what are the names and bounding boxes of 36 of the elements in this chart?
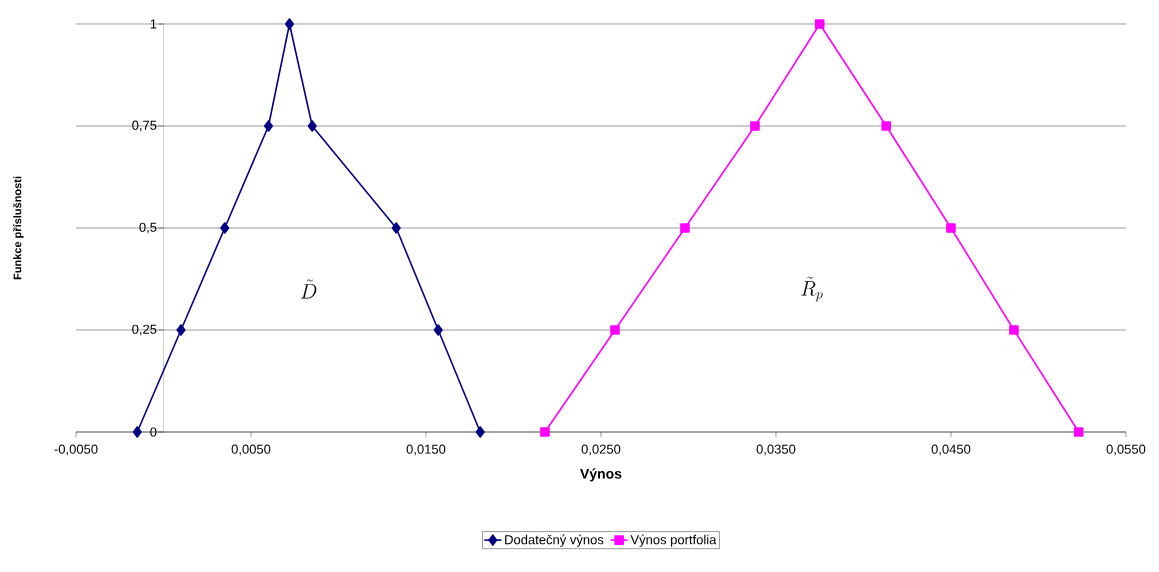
point xyxy=(881,121,891,131)
x-tick-label: 0,0350 xyxy=(756,444,796,456)
x-tick-label: -0,0050 xyxy=(54,444,98,456)
point xyxy=(284,18,295,30)
x-tick-label: 0,0450 xyxy=(931,444,971,456)
point xyxy=(1009,325,1019,335)
y-tick-label: 0 xyxy=(150,427,157,437)
x-tick-label: 0,0550 xyxy=(1106,444,1146,456)
x-tick-label: 0,0050 xyxy=(231,444,271,456)
y-tick-label: 1 xyxy=(150,19,157,29)
y-axis-title: Funkce příslušnosti xyxy=(13,176,24,280)
point xyxy=(176,324,186,336)
point xyxy=(1073,427,1084,437)
point xyxy=(391,222,401,234)
annotation: $\tilde{D}$ xyxy=(301,279,317,299)
point xyxy=(263,120,274,132)
point xyxy=(946,223,956,233)
point xyxy=(475,426,485,438)
x-tick-label: 0,0250 xyxy=(581,444,621,456)
point xyxy=(307,120,317,132)
x-tick-label: 0,0150 xyxy=(406,444,446,456)
y-tick-label: 0,5 xyxy=(139,222,157,234)
annotation: $\tilde{R}_p$ xyxy=(801,276,823,302)
y-tick-label: 0,75 xyxy=(132,120,157,132)
point xyxy=(132,426,142,438)
point xyxy=(220,222,230,234)
point xyxy=(610,325,620,335)
point xyxy=(540,427,550,437)
y-tick-label: 0,25 xyxy=(132,324,157,336)
point xyxy=(433,324,443,336)
point xyxy=(750,121,760,131)
legend-label: Výnos portfolia xyxy=(630,534,717,547)
legend-label: Dodatečný výnos xyxy=(505,534,604,547)
x-axis-title: Výnos xyxy=(580,468,622,482)
point xyxy=(814,19,825,29)
point xyxy=(680,223,690,233)
